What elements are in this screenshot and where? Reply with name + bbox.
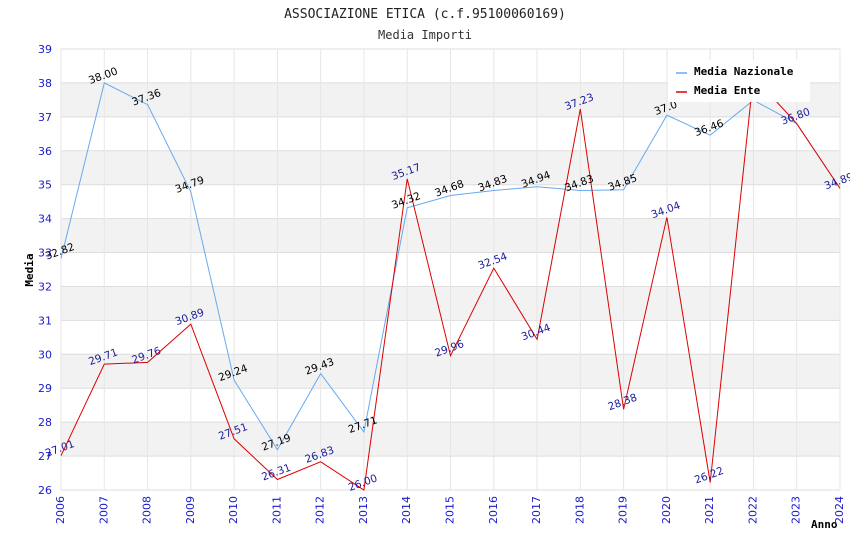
series-lines — [60, 75, 841, 491]
y-tick-label: 27 — [38, 450, 52, 463]
x-tick-label: 2011 — [270, 496, 283, 524]
x-tick-label: 2016 — [487, 496, 500, 524]
y-tick-label: 32 — [38, 280, 52, 293]
y-tick-label: 28 — [38, 416, 52, 429]
data-label-media-nazionale: 36.46 — [693, 117, 726, 139]
x-tick-label: 2014 — [400, 496, 413, 524]
y-tick-label: 35 — [38, 179, 52, 192]
x-tick-label: 2006 — [54, 496, 67, 524]
x-tick-label: 2017 — [530, 496, 543, 524]
data-label-media-ente: 34.04 — [650, 200, 683, 222]
x-tick-label: 2022 — [746, 496, 759, 524]
x-tick-label: 2019 — [617, 496, 630, 524]
chart-title: ASSOCIAZIONE ETICA (c.f.95100060169) — [284, 7, 566, 22]
data-label-media-nazionale: 32.82 — [44, 241, 76, 263]
data-label-media-ente: 28.38 — [606, 392, 638, 414]
x-tick-label: 2012 — [314, 496, 327, 524]
y-tick-label: 33 — [38, 247, 52, 260]
x-tick-label: 2024 — [833, 496, 846, 524]
y-tick-label: 31 — [38, 314, 52, 327]
x-tick-label: 2020 — [660, 496, 673, 524]
legend-box — [668, 60, 810, 102]
data-label-media-ente: 26.00 — [347, 472, 379, 494]
x-tick-label: 2007 — [97, 496, 110, 524]
y-tick-label: 38 — [38, 77, 52, 90]
x-tick-label: 2015 — [444, 496, 457, 524]
y-tick-label: 26 — [38, 484, 52, 497]
x-tick-label: 2021 — [703, 496, 716, 524]
y-tick-label: 29 — [38, 382, 52, 395]
chart-subtitle: Media Importi — [378, 28, 472, 42]
x-tick-label: 2013 — [357, 496, 370, 524]
y-tick-label: 30 — [38, 348, 52, 361]
x-tick-label: 2023 — [790, 496, 803, 524]
x-tick-label: 2008 — [141, 496, 154, 524]
legend: Media Nazionale Media Ente — [668, 60, 810, 102]
y-tick-label: 34 — [38, 213, 52, 226]
x-tick-labels: 2006 2007 2008 2009 2010 2011 2012 2013 2014 2015… — [54, 496, 846, 524]
y-axis-label: Media — [23, 253, 36, 286]
data-label-media-ente: 30.44 — [520, 322, 553, 344]
x-axis-label: Anno — [811, 518, 838, 531]
legend-label-media-ente: Media Ente — [694, 84, 761, 97]
y-tick-labels: 26 27 28 29 30 31 32 33 34 35 36 37 38 39 — [38, 43, 52, 497]
x-tick-label: 2009 — [184, 496, 197, 524]
legend-label-media-nazionale: Media Nazionale — [694, 65, 794, 78]
x-tick-label: 2010 — [227, 496, 240, 524]
data-label-media-ente: 26.22 — [693, 465, 725, 487]
y-tick-label: 39 — [38, 43, 52, 56]
series-line-media-ente — [60, 75, 841, 491]
series-line-media-nazionale — [60, 82, 841, 451]
data-label-media-ente: 26.31 — [260, 462, 292, 484]
x-tick-label: 2018 — [573, 496, 586, 524]
gridlines — [60, 48, 841, 491]
data-label-media-nazionale: 34.32 — [390, 190, 422, 212]
y-tick-label: 36 — [38, 145, 52, 158]
y-tick-label: 37 — [38, 111, 52, 124]
